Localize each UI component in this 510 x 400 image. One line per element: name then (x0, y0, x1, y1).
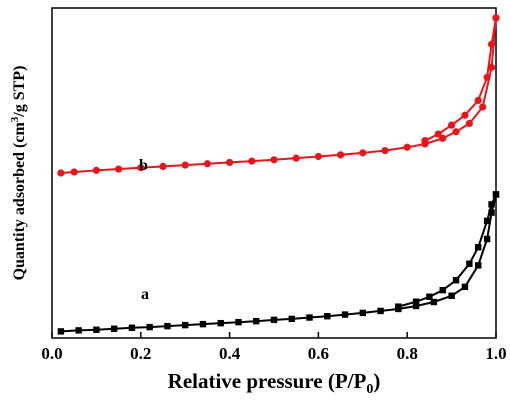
series-b-point (461, 111, 469, 119)
series-b-point (70, 168, 78, 176)
series-b-point (479, 103, 487, 111)
series-a-point (146, 323, 153, 331)
series-b-point (359, 149, 367, 157)
series-b-point (483, 73, 491, 81)
series-a-point (475, 262, 482, 269)
series-a-point (483, 235, 491, 243)
series-a-point (128, 324, 136, 331)
series-a-point (412, 298, 420, 305)
series-a-point (57, 328, 65, 335)
series-a-point (270, 316, 278, 324)
series-a-point (359, 309, 366, 317)
y-axis-title: Quantity adsorbed (cm3/g STP) (9, 66, 28, 281)
series-layer (57, 14, 500, 335)
plot-frame (51, 7, 497, 339)
series-label-a: a (141, 286, 149, 303)
series-b-point (434, 130, 442, 138)
series-a-point (412, 302, 420, 310)
series-a-point (466, 260, 473, 267)
x-tick-label: 0.4 (219, 344, 241, 363)
series-a-point (492, 191, 500, 198)
series-a-point (488, 201, 495, 208)
series-b-point (159, 162, 167, 170)
series-b-point (381, 146, 389, 155)
series-a-point (395, 303, 402, 310)
series-a-point (93, 326, 100, 333)
series-a-point (488, 209, 495, 216)
series-b-point (439, 134, 447, 142)
series-b-point (137, 164, 145, 172)
series-b-point (248, 157, 256, 165)
x-tick-label: 0.8 (397, 344, 418, 363)
series-b-point (474, 96, 482, 104)
series-b-point (226, 158, 234, 167)
series-a-point (253, 317, 260, 325)
series-b-point (292, 154, 300, 162)
series-b-adsorption-line (60, 17, 497, 174)
series-a-point (75, 327, 82, 334)
series-a (57, 191, 500, 335)
series-a-point (288, 315, 295, 323)
series-a-point (377, 307, 384, 315)
series-a-point (341, 311, 349, 318)
x-tick-label: 0.2 (130, 344, 151, 363)
series-a-point (461, 283, 469, 291)
series-b-point (92, 166, 100, 174)
series-a-point (199, 320, 207, 328)
series-label-b: b (139, 157, 148, 174)
x-axis-ticks: 0.0 0.2 0.4 0.6 0.8 1.0 (41, 332, 507, 363)
series-a-point (324, 313, 331, 320)
series-a-point (448, 292, 455, 299)
series-b (57, 14, 500, 177)
series-b-point (115, 165, 123, 173)
series-b-point (465, 119, 473, 128)
series-b-point (314, 152, 322, 161)
series-a-point (426, 293, 433, 300)
x-tick-label: 0.6 (308, 344, 329, 363)
series-a-point (110, 325, 118, 332)
x-axis-title: Relative pressure (P/P0) (168, 369, 381, 397)
series-a-point (217, 319, 224, 327)
series-a-adsorption-line (60, 194, 497, 333)
series-b-point (448, 121, 456, 129)
series-b-point (270, 156, 278, 164)
series-b-point (403, 143, 411, 151)
series-b-point (487, 63, 496, 71)
series-a-point (430, 298, 438, 306)
series-a-point (483, 217, 491, 225)
series-b-point (181, 161, 189, 169)
series-a-point (235, 318, 242, 326)
series-b-point (492, 14, 500, 22)
series-b-point (337, 151, 345, 159)
x-tick-label: 1.0 (485, 344, 506, 363)
series-b-point (203, 160, 211, 168)
series-a-point (182, 321, 189, 329)
series-a-point (439, 286, 446, 294)
series-b-point (452, 128, 460, 136)
series-a-point (475, 244, 482, 251)
x-tick-label: 0.0 (41, 344, 62, 363)
series-a-point (164, 322, 171, 330)
series-a-point (452, 277, 460, 284)
series-b-point (421, 137, 429, 145)
series-a-desorption-line (398, 193, 497, 308)
series-a-point (306, 314, 313, 321)
series-b-point (57, 169, 65, 177)
series-b-point (487, 40, 496, 48)
